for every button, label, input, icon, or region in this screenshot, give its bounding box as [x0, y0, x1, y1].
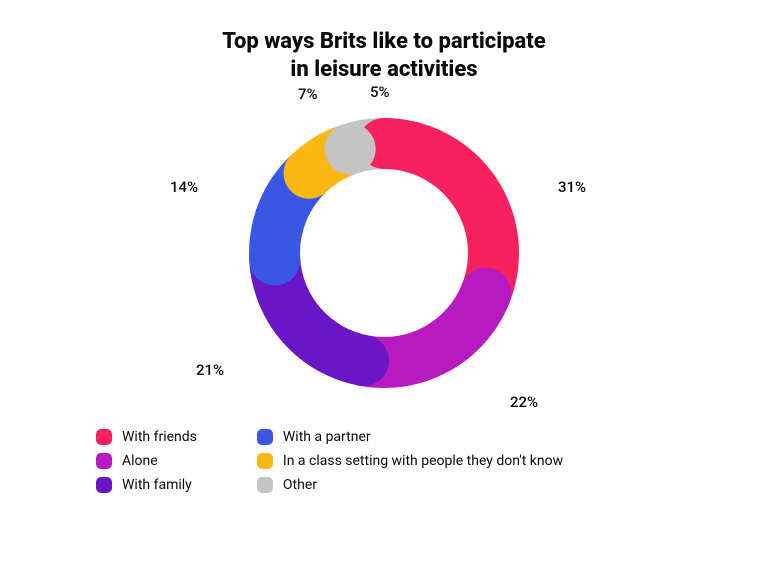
legend-column: With friends Alone With family	[96, 429, 197, 493]
legend-swatch-alone	[96, 453, 112, 469]
chart-title-line1: Top ways Brits like to participate	[0, 28, 768, 56]
legend-item-family: With family	[96, 477, 197, 493]
pct-label-friends: 31%	[558, 178, 586, 196]
pct-label-other: 5%	[370, 83, 390, 101]
legend-item-alone: Alone	[96, 453, 197, 469]
legend-item-partner: With a partner	[257, 429, 563, 445]
slice-cap-partner	[249, 234, 300, 285]
legend-item-other: Other	[257, 477, 563, 493]
slice-cap-family	[338, 335, 389, 386]
chart-title-line2: in leisure activities	[0, 56, 768, 84]
slice-cap-alone	[460, 268, 511, 319]
legend: With friends Alone With family With a partn…	[0, 429, 768, 493]
legend-label-class: In a class setting with people they don'…	[283, 453, 563, 469]
donut-svg	[214, 83, 554, 423]
donut-chart: 31% 22% 21% 14% 7% 5%	[0, 83, 768, 423]
pct-label-alone: 22%	[510, 393, 538, 411]
legend-label-alone: Alone	[122, 453, 158, 469]
slice-cap-other	[325, 123, 376, 174]
legend-swatch-family	[96, 477, 112, 493]
legend-swatch-other	[257, 477, 273, 493]
legend-label-friends: With friends	[122, 429, 197, 445]
legend-label-other: Other	[283, 477, 317, 493]
legend-column: With a partner In a class setting with pe…	[257, 429, 563, 493]
legend-swatch-partner	[257, 429, 273, 445]
chart-title: Top ways Brits like to participate in le…	[0, 0, 768, 83]
pct-label-partner: 14%	[170, 178, 198, 196]
legend-item-class: In a class setting with people they don'…	[257, 453, 563, 469]
pct-label-family: 21%	[196, 361, 224, 379]
legend-swatch-friends	[96, 429, 112, 445]
legend-swatch-class	[257, 453, 273, 469]
legend-label-family: With family	[122, 477, 192, 493]
legend-label-partner: With a partner	[283, 429, 371, 445]
pct-label-class: 7%	[298, 85, 318, 103]
legend-item-friends: With friends	[96, 429, 197, 445]
